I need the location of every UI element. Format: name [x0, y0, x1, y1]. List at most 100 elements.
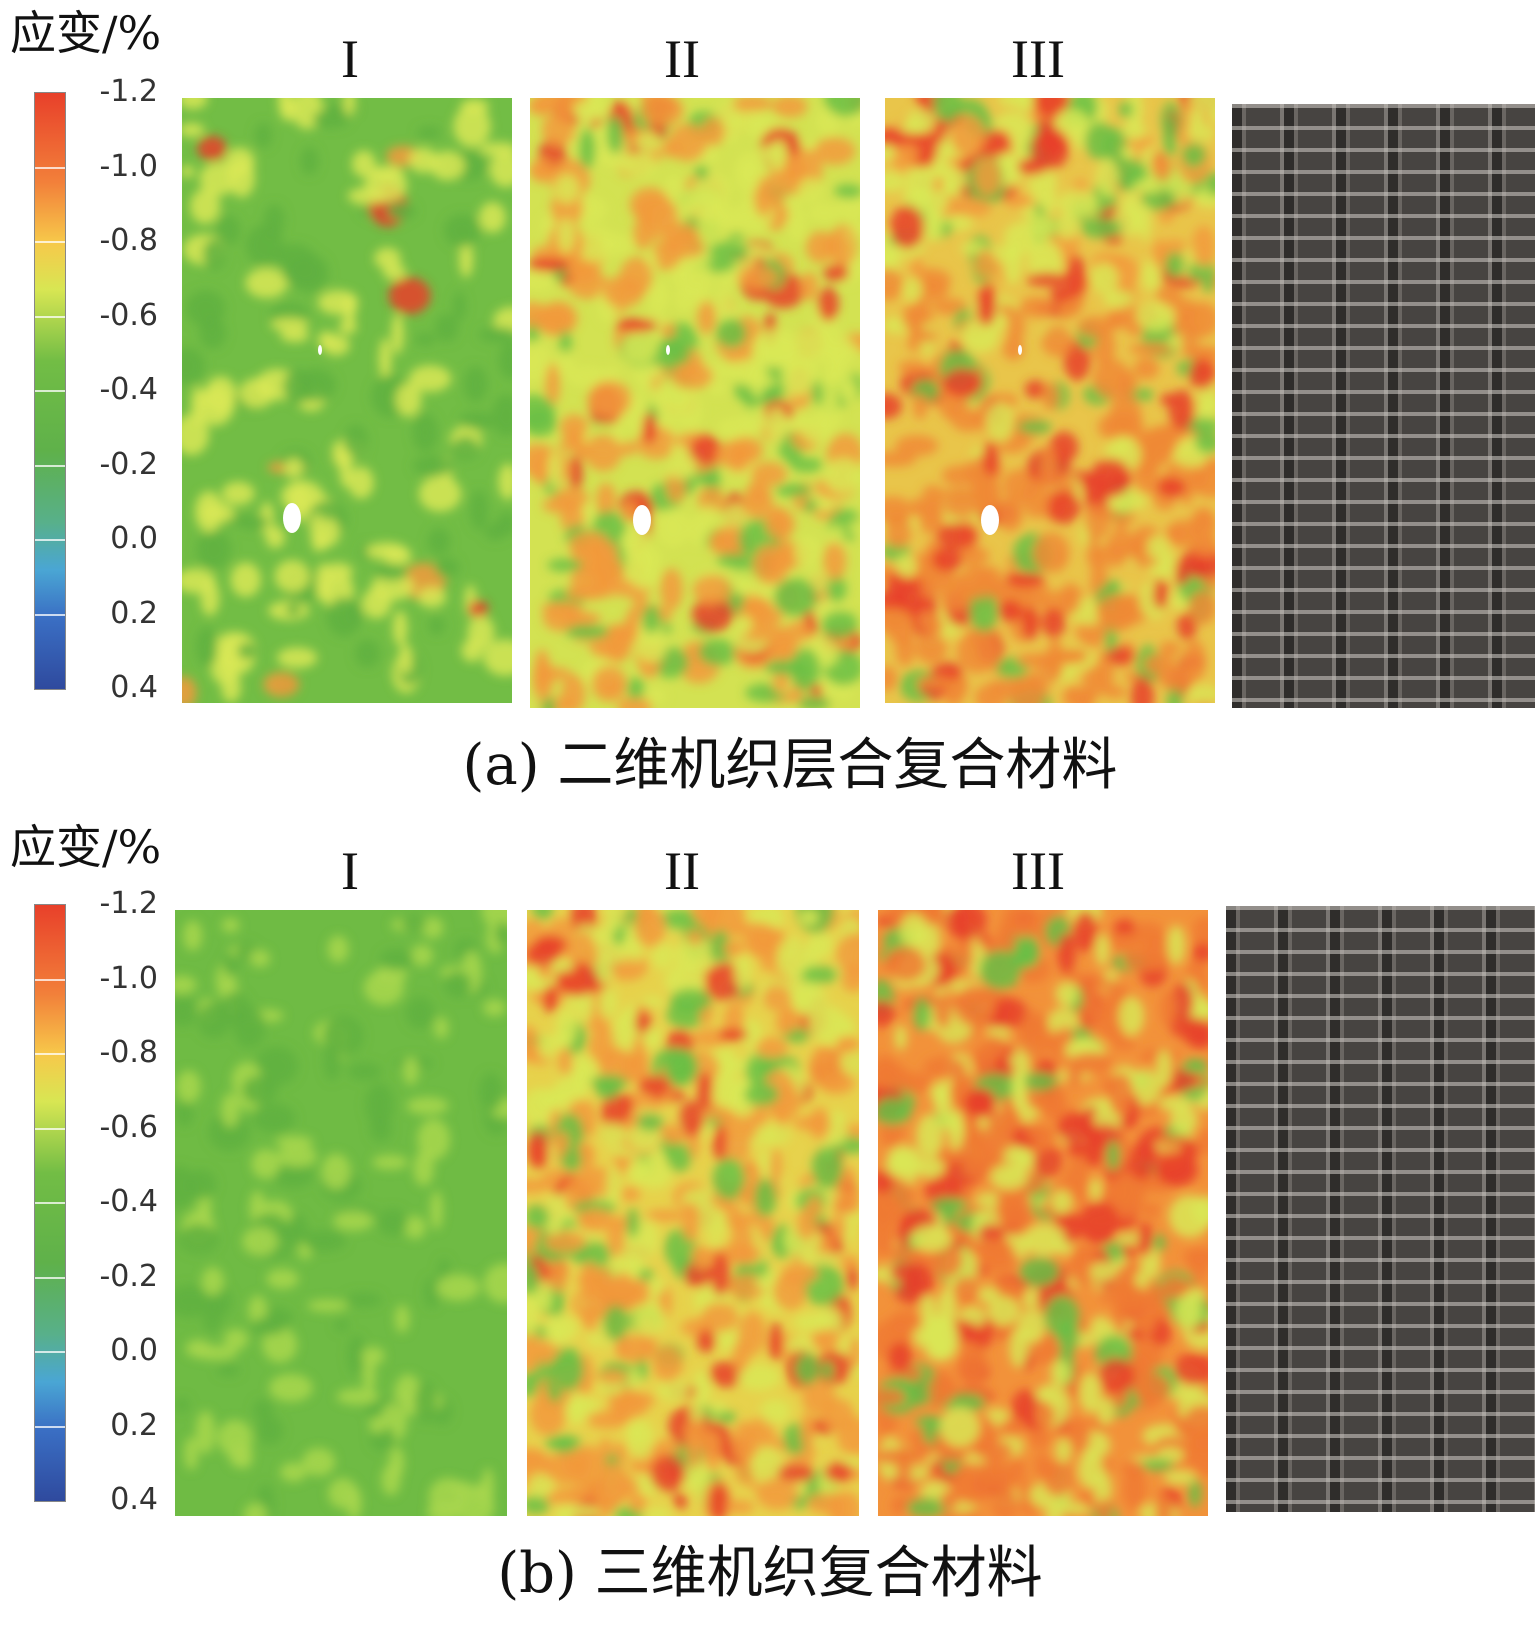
strain-spot [923, 1056, 967, 1078]
strain-spot [1017, 419, 1052, 435]
strain-spot [542, 603, 579, 632]
strain-spot [1047, 636, 1063, 677]
strain-spot [241, 1075, 278, 1105]
strain-spot [272, 1162, 314, 1189]
strain-spot [195, 626, 218, 667]
strain-spot [614, 1389, 649, 1419]
strain-spot [1027, 239, 1064, 284]
strain-spot [221, 917, 240, 933]
strain-spot [837, 1187, 859, 1202]
strain-spot [217, 1419, 253, 1457]
strain-spot [957, 584, 996, 599]
strain-spot [997, 599, 1023, 623]
strain-spot [1138, 203, 1152, 242]
strain-spot [537, 964, 554, 980]
strain-spot [242, 1226, 279, 1256]
strain-spot [933, 154, 947, 174]
strain-map-stage-2 [530, 98, 860, 708]
strain-spot [531, 157, 553, 184]
strain-spot [1130, 676, 1155, 703]
strain-map-stage-2 [527, 910, 859, 1516]
strain-spot [902, 276, 923, 302]
strain-spot [221, 1092, 240, 1128]
strain-spot [527, 1473, 554, 1497]
strain-spot [666, 1142, 692, 1173]
strain-spot [495, 921, 507, 946]
strain-spot [1118, 996, 1145, 1036]
strain-spot [710, 929, 731, 968]
strain-spot [1106, 308, 1128, 329]
strain-spot [197, 135, 227, 161]
strain-spot [527, 1025, 539, 1063]
strain-spot [283, 457, 304, 479]
strain-spot [952, 198, 992, 217]
strain-spot [1168, 389, 1195, 431]
marker-hole [283, 503, 301, 533]
strain-spot [354, 639, 381, 668]
strain-spot [937, 1287, 957, 1332]
strain-spot [498, 463, 512, 501]
strain-spot [554, 351, 575, 375]
strain-spot [700, 1302, 740, 1333]
strain-spot [550, 960, 575, 973]
strain-spot [954, 1137, 991, 1166]
colorbar-tick [35, 1425, 65, 1428]
strain-spot [661, 222, 699, 247]
strain-spot [878, 1063, 910, 1090]
strain-spot [1132, 179, 1166, 193]
strain-spot [323, 1015, 364, 1057]
strain-spot [712, 1157, 746, 1201]
strain-spot [1033, 1400, 1055, 1430]
strain-spot [572, 1445, 603, 1484]
strain-spot [1011, 1389, 1040, 1428]
colorbar-tick [35, 1351, 65, 1353]
strain-spot [307, 1299, 349, 1312]
strain-spot [744, 1082, 780, 1107]
strain-spot [1047, 490, 1081, 524]
strain-spot [557, 1438, 572, 1457]
strain-spot [755, 1275, 778, 1291]
strain-spot [823, 458, 860, 494]
colorbar-tick [35, 166, 65, 169]
colorbar-tick-label: 0.4 [110, 670, 158, 705]
strain-spot [756, 1477, 799, 1510]
strain-spot [223, 951, 239, 979]
strain-spot [692, 574, 732, 605]
strain-spot [835, 1035, 859, 1053]
strain-spot [1185, 685, 1215, 703]
strain-spot [654, 338, 690, 371]
colorbar-tick [35, 613, 65, 616]
strain-spot [289, 253, 329, 293]
strain-spot [973, 1440, 1014, 1461]
strain-spot [698, 639, 738, 666]
strain-spot [362, 1354, 376, 1394]
strain-spot [921, 484, 945, 511]
strain-spot [339, 450, 353, 488]
strain-spot [388, 277, 431, 315]
strain-spot [1076, 1331, 1093, 1349]
strain-map-stage-1 [182, 98, 512, 703]
strain-spot [885, 496, 913, 526]
strain-spot [221, 481, 255, 506]
colorbar-tick-label: -1.2 [99, 74, 158, 109]
strain-spot [348, 603, 362, 627]
strain-spot [775, 483, 812, 498]
strain-spot [208, 1113, 251, 1152]
strain-spot [1097, 413, 1136, 441]
strain-map-stage-3 [885, 98, 1215, 703]
strain-spot [1155, 283, 1181, 305]
strain-spot [544, 1488, 582, 1506]
strain-spot [929, 209, 944, 242]
strain-spot [689, 1404, 705, 1422]
strain-spot [256, 1416, 284, 1446]
strain-spot [715, 284, 733, 319]
colorbar-tick-label: -0.2 [99, 446, 158, 482]
strain-spot [669, 988, 712, 1013]
colorbar-tick-label: 0.0 [110, 521, 158, 556]
strain-spot [1032, 1150, 1062, 1178]
strain-spot [182, 568, 216, 594]
strain-spot [1067, 1140, 1086, 1157]
strain-spot [972, 476, 1001, 515]
strain-spot [999, 303, 1014, 318]
strain-spot [821, 1360, 834, 1381]
